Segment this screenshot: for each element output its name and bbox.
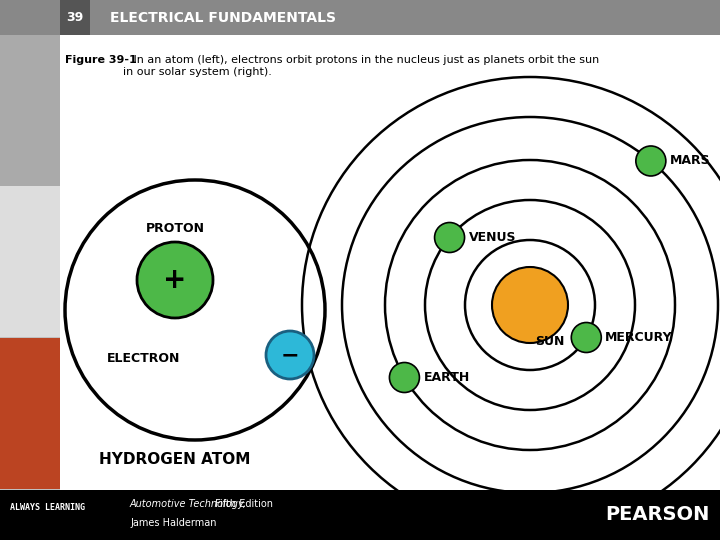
Text: EARTH: EARTH <box>423 371 469 384</box>
Circle shape <box>266 331 314 379</box>
Text: +: + <box>163 266 186 294</box>
Bar <box>60 0 90 35</box>
Bar <box>0 35 60 186</box>
Text: ALWAYS LEARNING: ALWAYS LEARNING <box>10 503 85 512</box>
Circle shape <box>492 267 568 343</box>
Text: MARS: MARS <box>670 154 711 167</box>
Text: JUPITER: JUPITER <box>588 523 644 536</box>
Circle shape <box>390 362 420 393</box>
Text: Automotive Technology,: Automotive Technology, <box>130 499 247 509</box>
Bar <box>0 0 720 35</box>
Text: HYDROGEN ATOM: HYDROGEN ATOM <box>99 453 251 468</box>
Text: ELECTRON: ELECTRON <box>107 352 180 365</box>
Text: ELECTRICAL FUNDAMENTALS: ELECTRICAL FUNDAMENTALS <box>110 10 336 24</box>
Text: SUN: SUN <box>535 335 564 348</box>
Text: Figure 39-1: Figure 39-1 <box>65 55 137 65</box>
Text: PEARSON: PEARSON <box>606 505 710 524</box>
Text: James Halderman: James Halderman <box>130 517 217 528</box>
Circle shape <box>571 322 601 353</box>
Text: In an atom (left), electrons orbit protons in the nucleus just as planets orbit : In an atom (left), electrons orbit proto… <box>123 55 599 77</box>
Circle shape <box>636 146 666 176</box>
Text: MERCURY: MERCURY <box>606 331 673 344</box>
Text: −: − <box>281 345 300 365</box>
Bar <box>0 186 60 337</box>
Text: PROTON: PROTON <box>145 222 204 235</box>
Text: Fifth Edition: Fifth Edition <box>212 499 273 509</box>
Circle shape <box>137 242 213 318</box>
Text: 39: 39 <box>66 11 84 24</box>
Circle shape <box>554 515 585 540</box>
Circle shape <box>435 222 464 253</box>
Bar <box>0 490 720 540</box>
Bar <box>0 35 60 490</box>
Text: VENUS: VENUS <box>469 231 516 244</box>
Bar <box>0 338 60 489</box>
